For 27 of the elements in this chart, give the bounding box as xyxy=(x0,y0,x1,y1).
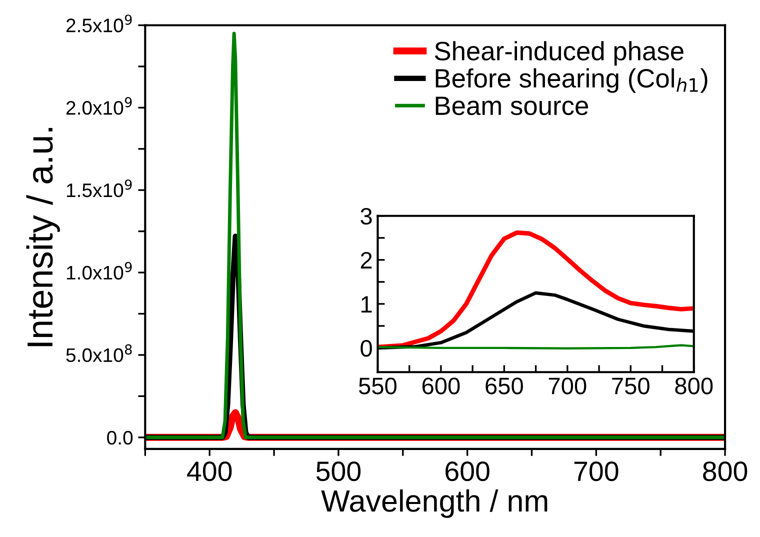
y-axis-title: Intensity / a.u. xyxy=(26,128,60,346)
x-tick-label: 800 xyxy=(675,378,713,394)
x-tick-label: 700 xyxy=(548,378,586,394)
legend-label: Before shearing (Col$_{h1}$) xyxy=(436,68,708,93)
legend-label: Beam source xyxy=(436,96,588,116)
x-tick-label: 800 xyxy=(703,461,748,482)
y-tick-label: 2 xyxy=(360,252,372,268)
y-tick-label: 1.0x10$^{9}$ xyxy=(66,262,132,280)
y-tick-label: 1.5x10$^{9}$ xyxy=(66,179,132,198)
y-tick-label: 3 xyxy=(360,208,372,225)
x-tick-label: 500 xyxy=(316,461,361,482)
y-tick-label: 5.0x10$^{8}$ xyxy=(66,344,132,362)
y-tick-label: 2.0x10$^{9}$ xyxy=(66,97,132,115)
x-axis-title: Wavelength / nm xyxy=(321,489,548,518)
y-tick-label: 0 xyxy=(360,340,372,357)
line-series xyxy=(145,32,726,440)
y-tick-label: 2.5x10$^{9}$ xyxy=(66,14,132,32)
y-tick-label: 1 xyxy=(362,296,372,312)
y-tick-label: 0.0 xyxy=(107,430,133,445)
x-tick-label: 550 xyxy=(358,378,396,394)
x-tick-label: 750 xyxy=(612,378,650,394)
legend-label: Shear-induced phase xyxy=(434,41,684,66)
x-tick-label: 600 xyxy=(422,378,460,394)
x-tick-label: 400 xyxy=(187,461,232,482)
x-tick-label: 700 xyxy=(574,461,618,482)
x-tick-label: 650 xyxy=(486,378,523,394)
x-tick-label: 600 xyxy=(446,461,490,482)
